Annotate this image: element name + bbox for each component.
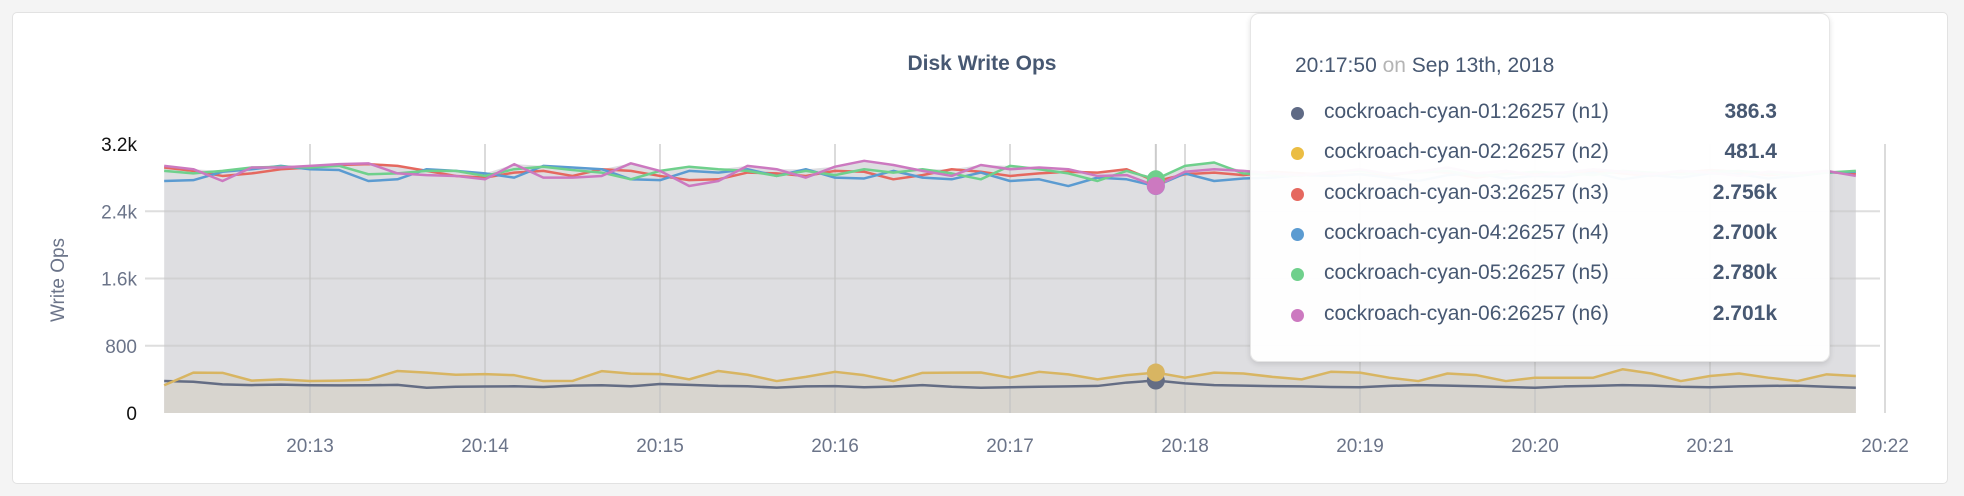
x-tick-label: 20:19 <box>1336 436 1384 457</box>
tooltip-series-name: cockroach-cyan-02:26257 (n2) <box>1324 140 1609 164</box>
y-tick-label: 1.6k <box>101 270 137 291</box>
x-tick-label: 20:18 <box>1161 436 1209 457</box>
x-tick-label: 20:16 <box>811 436 859 457</box>
hover-point-n2 <box>1146 363 1165 382</box>
series-color-dot-icon <box>1291 147 1304 161</box>
tooltip-row: cockroach-cyan-06:26257 (n6) 2.701k <box>1287 300 1777 330</box>
x-tick-label: 20:17 <box>986 436 1034 457</box>
x-tick-label: 20:20 <box>1511 436 1559 457</box>
y-tick-label: 800 <box>105 337 137 358</box>
series-line-n1 <box>164 379 1856 390</box>
tooltip-series-value: 2.700k <box>1712 220 1777 244</box>
tooltip-on: on <box>1382 54 1406 77</box>
tooltip-header: 20:17:50 on Sep 13th, 2018 <box>1295 54 1554 78</box>
tooltip-series-name: cockroach-cyan-04:26257 (n4) <box>1324 220 1609 244</box>
series-color-dot-icon <box>1291 107 1304 120</box>
tooltip-date: Sep 13th, 2018 <box>1411 54 1555 77</box>
tooltip-series-name: cockroach-cyan-06:26257 (n6) <box>1324 301 1609 325</box>
series-color-dot-icon <box>1291 268 1304 282</box>
hover-point-n6 <box>1146 176 1165 195</box>
tooltip-series-name: cockroach-cyan-05:26257 (n5) <box>1324 261 1609 285</box>
tooltip-series-value: 2.701k <box>1712 301 1777 325</box>
tooltip-row: cockroach-cyan-02:26257 (n2) 481.4 <box>1287 138 1777 168</box>
series-color-dot-icon <box>1291 227 1304 241</box>
y-tick-label: 2.4k <box>101 202 137 223</box>
x-tick-label: 20:22 <box>1861 436 1909 457</box>
series-color-dot-icon <box>1291 187 1304 201</box>
tooltip-row: cockroach-cyan-01:26257 (n1) 386.3 <box>1287 98 1777 128</box>
chart-title: Disk Write Ops <box>907 52 1057 75</box>
tooltip-row: cockroach-cyan-03:26257 (n3) 2.756k <box>1287 179 1777 209</box>
series-line-n2 <box>163 368 1856 387</box>
tooltip-time: 20:17:50 <box>1295 54 1377 77</box>
y-axis-label: Write Ops <box>48 238 69 322</box>
x-tick-label: 20:21 <box>1686 436 1734 457</box>
tooltip-series-name: cockroach-cyan-01:26257 (n1) <box>1324 100 1609 123</box>
tooltip-series-value: 2.780k <box>1712 261 1777 285</box>
tooltip-series-value: 2.756k <box>1712 180 1777 204</box>
series-color-dot-icon <box>1291 308 1304 322</box>
tooltip-series-name: cockroach-cyan-03:26257 (n3) <box>1324 180 1609 204</box>
x-tick-label: 20:13 <box>286 436 334 457</box>
tooltip-row: cockroach-cyan-05:26257 (n5) 2.780k <box>1287 259 1777 289</box>
x-tick-label: 20:14 <box>461 436 509 457</box>
y-tick-label: 3.2k <box>101 135 137 156</box>
tooltip-row: cockroach-cyan-04:26257 (n4) 2.700k <box>1287 219 1777 249</box>
x-tick-label: 20:15 <box>636 436 684 457</box>
y-tick-label: 0 <box>126 404 137 425</box>
tooltip-series-value: 386.3 <box>1724 100 1777 123</box>
hover-tooltip: 20:17:50 on Sep 13th, 2018 cockroach-cya… <box>1250 13 1830 362</box>
tooltip-series-value: 481.4 <box>1724 140 1777 164</box>
